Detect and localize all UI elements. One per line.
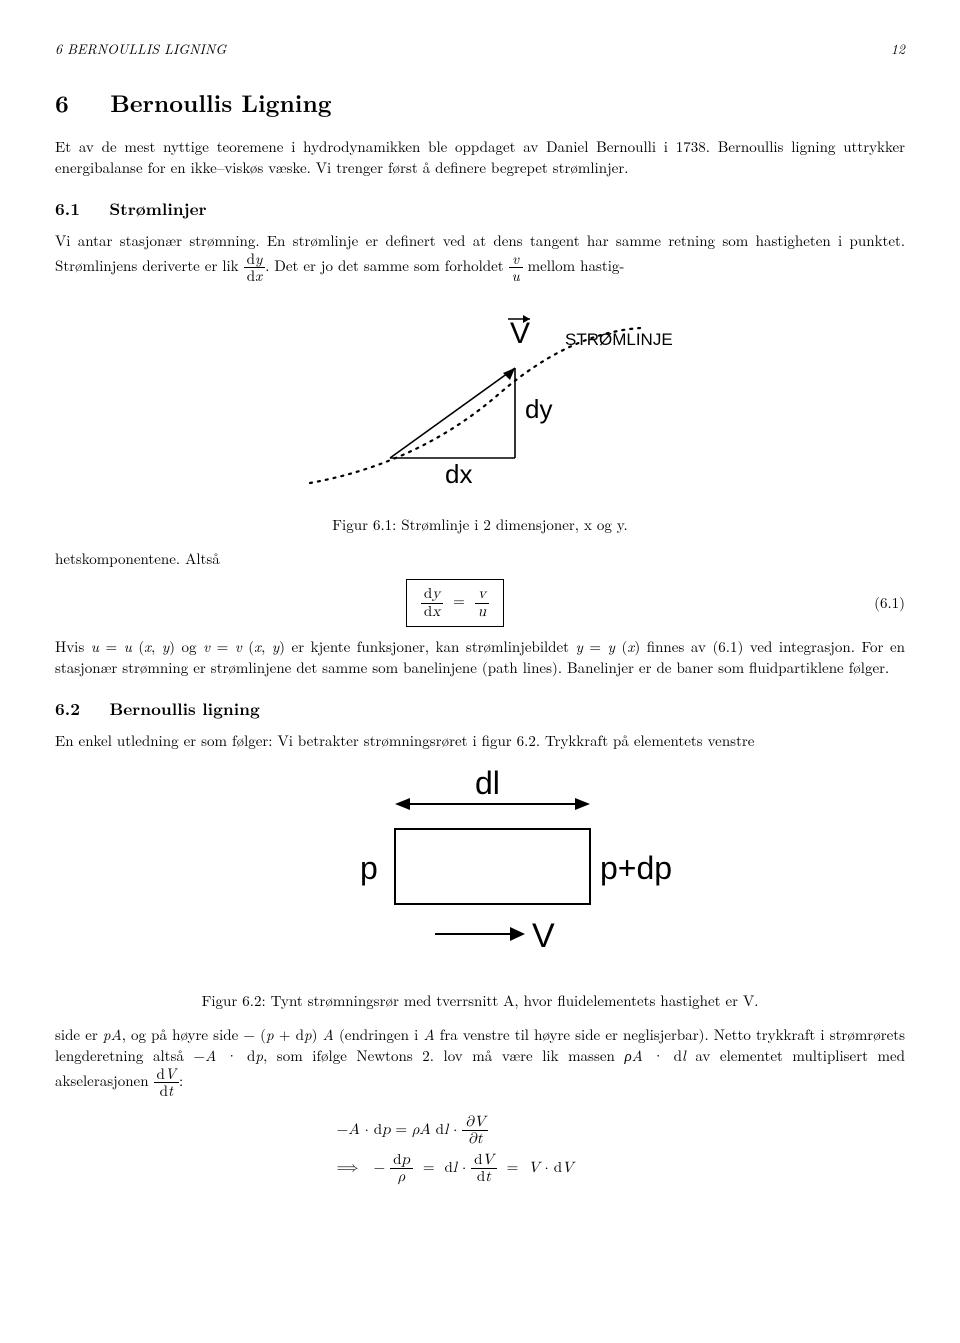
equation-6-1: dydx = vu (6.1) (55, 579, 905, 627)
paragraph-6-2: En enkel utledning er som følger: Vi bet… (55, 731, 905, 751)
subsection-6-1: 6.1 Strømlinjer (55, 198, 905, 221)
figure-6-2-caption: Figur 6.2: Tynt strømningsrør med tverrs… (55, 991, 905, 1011)
label-v: V (510, 317, 530, 350)
streamline-diagram: V STRØMLINJE dy dx (270, 303, 690, 503)
paragraph-final: side er pA, og på høyre side − (p + dp) … (55, 1025, 905, 1100)
header-page: 12 (891, 40, 905, 59)
label-dl: dl (475, 769, 500, 801)
label-v2: V (532, 917, 555, 955)
running-header: 6 BERNOULLIS LIGNING 12 (55, 40, 905, 59)
label-dx: dx (445, 459, 472, 489)
label-stromlinje: STRØMLINJE (565, 330, 673, 349)
intro-paragraph: Et av de mest nyttige teoremene i hydrod… (55, 137, 905, 178)
equation-number: (6.1) (855, 593, 905, 613)
label-p: p (360, 850, 378, 886)
figure-6-2: dl p p+dp V (55, 769, 905, 979)
paragraph-after-eq: Hvis u = u (x, y) og v = v (x, y) er kje… (55, 637, 905, 678)
label-dy: dy (525, 394, 552, 424)
label-pdp: p+dp (600, 850, 672, 886)
subsection-6-2: 6.2 Bernoullis ligning (55, 698, 905, 721)
streamtube-diagram: dl p p+dp V (270, 769, 690, 979)
section-title: 6 Bernoullis Ligning (55, 87, 905, 119)
figure-6-1: V STRØMLINJE dy dx (55, 303, 905, 503)
header-left: 6 BERNOULLIS LIGNING (55, 40, 226, 59)
paragraph-after-fig1: hetskomponentene. Altså (55, 549, 905, 569)
figure-6-1-caption: Figur 6.1: Strømlinje i 2 dimensjoner, x… (55, 515, 905, 535)
paragraph-6-1: Vi antar stasjonær strømning. En strømli… (55, 231, 905, 285)
equation-derivation: −A · dp = ρA dl · ∂V∂t ⟹ − dpρ = dl · dV… (55, 1110, 905, 1190)
